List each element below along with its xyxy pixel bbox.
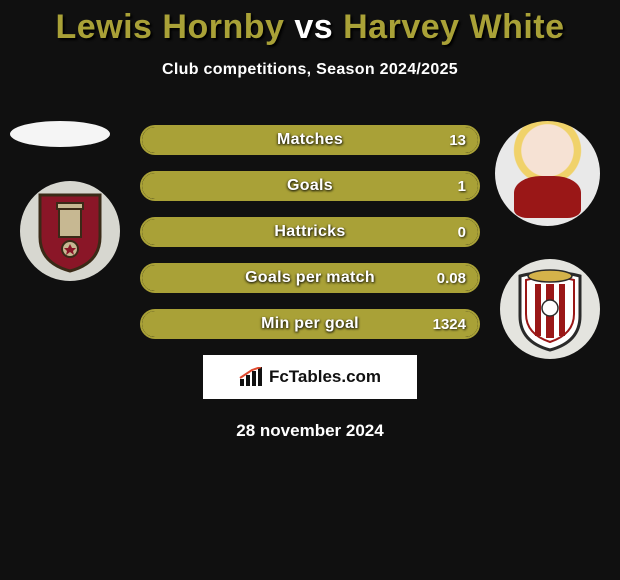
stat-bar-label: Goals per match bbox=[142, 265, 478, 291]
stat-bar: Goals per match0.08 bbox=[140, 263, 480, 293]
date-label: 28 november 2024 bbox=[0, 421, 620, 441]
stat-bar-label: Goals bbox=[142, 173, 478, 199]
player-1-photo-placeholder bbox=[10, 121, 110, 147]
stat-bar: Goals1 bbox=[140, 171, 480, 201]
page-title: Lewis Hornby vs Harvey White bbox=[0, 0, 620, 47]
title-player-1: Lewis Hornby bbox=[55, 8, 284, 46]
stat-bar-value: 1324 bbox=[433, 311, 466, 337]
stat-bar-value: 0.08 bbox=[437, 265, 466, 291]
bar-chart-icon bbox=[239, 367, 265, 387]
stat-bar-value: 1 bbox=[458, 173, 466, 199]
stat-bar-value: 13 bbox=[449, 127, 466, 153]
stat-bar: Matches13 bbox=[140, 125, 480, 155]
comparison-panel: Matches13 Goals1 Hattricks0 Goals per match… bbox=[0, 121, 620, 339]
shield-crest-icon bbox=[514, 266, 586, 352]
subtitle: Club competitions, Season 2024/2025 bbox=[0, 61, 620, 79]
title-player-2: Harvey White bbox=[343, 8, 564, 46]
stat-bars: Matches13 Goals1 Hattricks0 Goals per match… bbox=[140, 121, 480, 339]
brand-box[interactable]: FcTables.com bbox=[203, 355, 417, 399]
title-vs: vs bbox=[284, 8, 343, 46]
stat-bar-label: Hattricks bbox=[142, 219, 478, 245]
shield-crest-icon bbox=[35, 189, 105, 273]
player-2-photo bbox=[495, 121, 600, 226]
stat-bar-label: Matches bbox=[142, 127, 478, 153]
stat-bar-label: Min per goal bbox=[142, 311, 478, 337]
player-2-club-crest bbox=[500, 259, 600, 359]
stat-bar-value: 0 bbox=[458, 219, 466, 245]
brand-label: FcTables.com bbox=[269, 367, 381, 387]
stat-bar: Min per goal1324 bbox=[140, 309, 480, 339]
stat-bar: Hattricks0 bbox=[140, 217, 480, 247]
player-1-club-crest bbox=[20, 181, 120, 281]
